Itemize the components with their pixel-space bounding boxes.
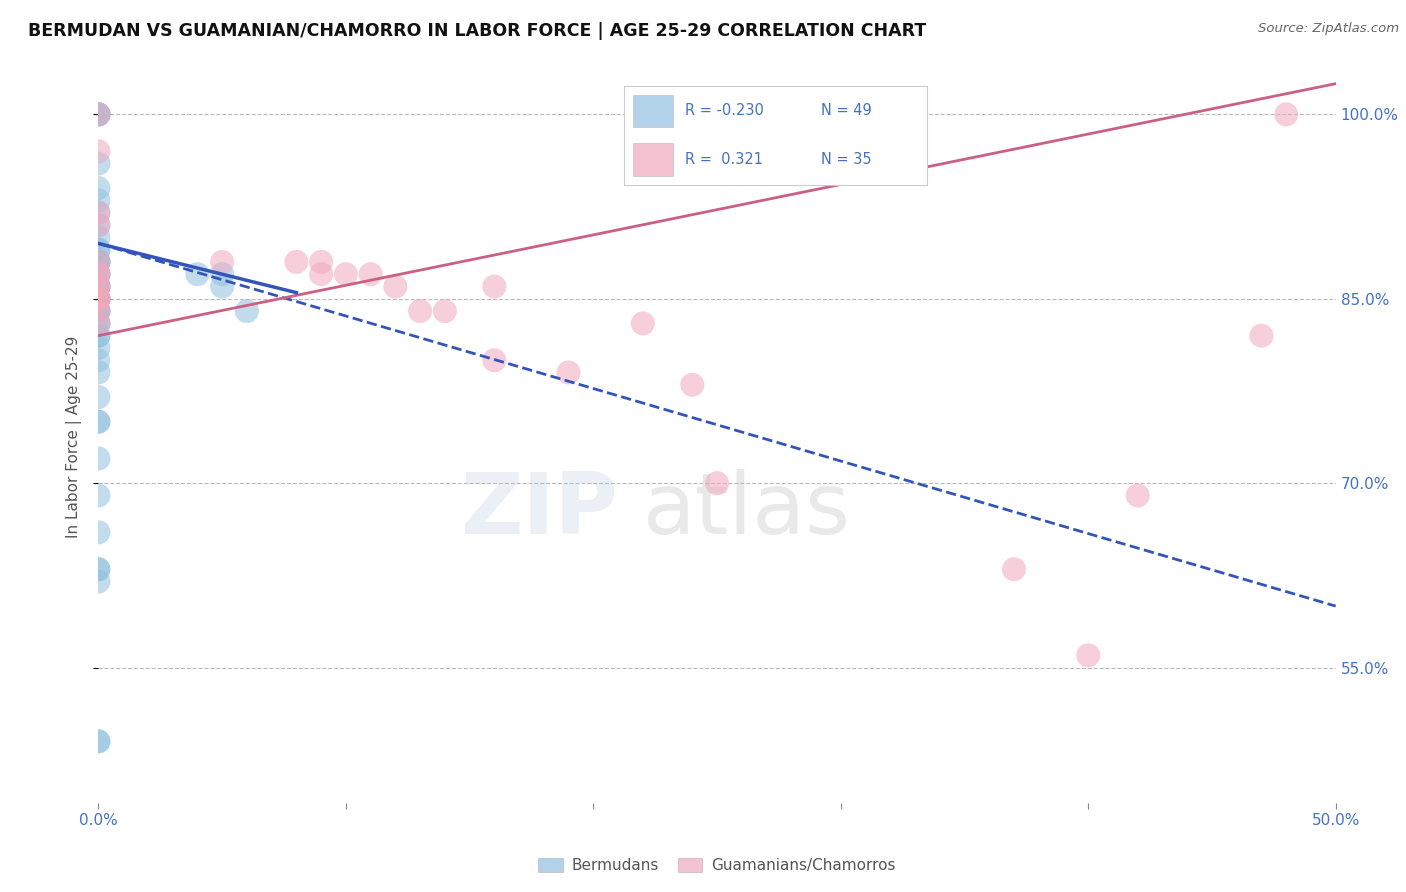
Point bbox=[335, 267, 357, 281]
Point bbox=[409, 304, 432, 318]
Point bbox=[87, 415, 110, 429]
Point bbox=[87, 292, 110, 306]
Point bbox=[87, 145, 110, 159]
Point bbox=[87, 341, 110, 355]
Point bbox=[87, 304, 110, 318]
Point bbox=[87, 194, 110, 208]
Point bbox=[236, 304, 259, 318]
Point bbox=[1077, 648, 1099, 663]
Point bbox=[87, 218, 110, 232]
Point bbox=[87, 156, 110, 170]
Point bbox=[87, 205, 110, 219]
Text: atlas: atlas bbox=[643, 468, 851, 552]
Point bbox=[87, 304, 110, 318]
Point bbox=[87, 267, 110, 281]
Legend: Bermudans, Guamanians/Chamorros: Bermudans, Guamanians/Chamorros bbox=[533, 852, 901, 880]
Point bbox=[1250, 328, 1272, 343]
Point bbox=[631, 317, 654, 331]
Point bbox=[87, 366, 110, 380]
Point bbox=[87, 267, 110, 281]
Point bbox=[87, 317, 110, 331]
Point bbox=[87, 218, 110, 232]
Point bbox=[87, 107, 110, 121]
Point bbox=[211, 267, 233, 281]
Point bbox=[87, 107, 110, 121]
Point bbox=[87, 292, 110, 306]
Point bbox=[484, 279, 506, 293]
Point bbox=[87, 317, 110, 331]
Point bbox=[87, 574, 110, 589]
Point bbox=[87, 525, 110, 540]
Point bbox=[87, 107, 110, 121]
Point bbox=[87, 390, 110, 404]
Point bbox=[87, 292, 110, 306]
Point bbox=[87, 107, 110, 121]
Point bbox=[87, 304, 110, 318]
Point bbox=[87, 292, 110, 306]
Point bbox=[285, 255, 308, 269]
Point bbox=[87, 279, 110, 293]
Text: ZIP: ZIP bbox=[460, 468, 619, 552]
Point bbox=[87, 107, 110, 121]
Point bbox=[87, 292, 110, 306]
Point bbox=[87, 205, 110, 219]
Point bbox=[309, 267, 332, 281]
Point bbox=[87, 181, 110, 195]
Point bbox=[87, 243, 110, 257]
Point bbox=[87, 734, 110, 748]
Point bbox=[484, 353, 506, 368]
Point bbox=[211, 279, 233, 293]
Point bbox=[87, 279, 110, 293]
Point bbox=[87, 328, 110, 343]
Point bbox=[87, 279, 110, 293]
Point bbox=[87, 243, 110, 257]
Point bbox=[87, 279, 110, 293]
Point bbox=[87, 304, 110, 318]
Point bbox=[706, 476, 728, 491]
Point bbox=[87, 488, 110, 502]
Point bbox=[433, 304, 456, 318]
Point bbox=[87, 267, 110, 281]
Text: BERMUDAN VS GUAMANIAN/CHAMORRO IN LABOR FORCE | AGE 25-29 CORRELATION CHART: BERMUDAN VS GUAMANIAN/CHAMORRO IN LABOR … bbox=[28, 22, 927, 40]
Point bbox=[87, 279, 110, 293]
Point bbox=[87, 353, 110, 368]
Point bbox=[87, 415, 110, 429]
Point bbox=[87, 562, 110, 576]
Point bbox=[87, 255, 110, 269]
Point bbox=[87, 451, 110, 466]
Point bbox=[211, 255, 233, 269]
Point bbox=[87, 255, 110, 269]
Text: Source: ZipAtlas.com: Source: ZipAtlas.com bbox=[1258, 22, 1399, 36]
Point bbox=[87, 317, 110, 331]
Point bbox=[1126, 488, 1149, 502]
Point bbox=[87, 562, 110, 576]
Point bbox=[1002, 562, 1025, 576]
Point bbox=[384, 279, 406, 293]
Point bbox=[87, 255, 110, 269]
Y-axis label: In Labor Force | Age 25-29: In Labor Force | Age 25-29 bbox=[66, 336, 82, 538]
Point bbox=[681, 377, 703, 392]
Point bbox=[360, 267, 382, 281]
Point bbox=[557, 366, 579, 380]
Point bbox=[87, 292, 110, 306]
Point bbox=[87, 328, 110, 343]
Point bbox=[87, 255, 110, 269]
Point bbox=[186, 267, 208, 281]
Point bbox=[87, 734, 110, 748]
Point bbox=[87, 230, 110, 244]
Point bbox=[87, 267, 110, 281]
Point bbox=[309, 255, 332, 269]
Point bbox=[87, 255, 110, 269]
Point bbox=[1275, 107, 1298, 121]
Point bbox=[87, 292, 110, 306]
